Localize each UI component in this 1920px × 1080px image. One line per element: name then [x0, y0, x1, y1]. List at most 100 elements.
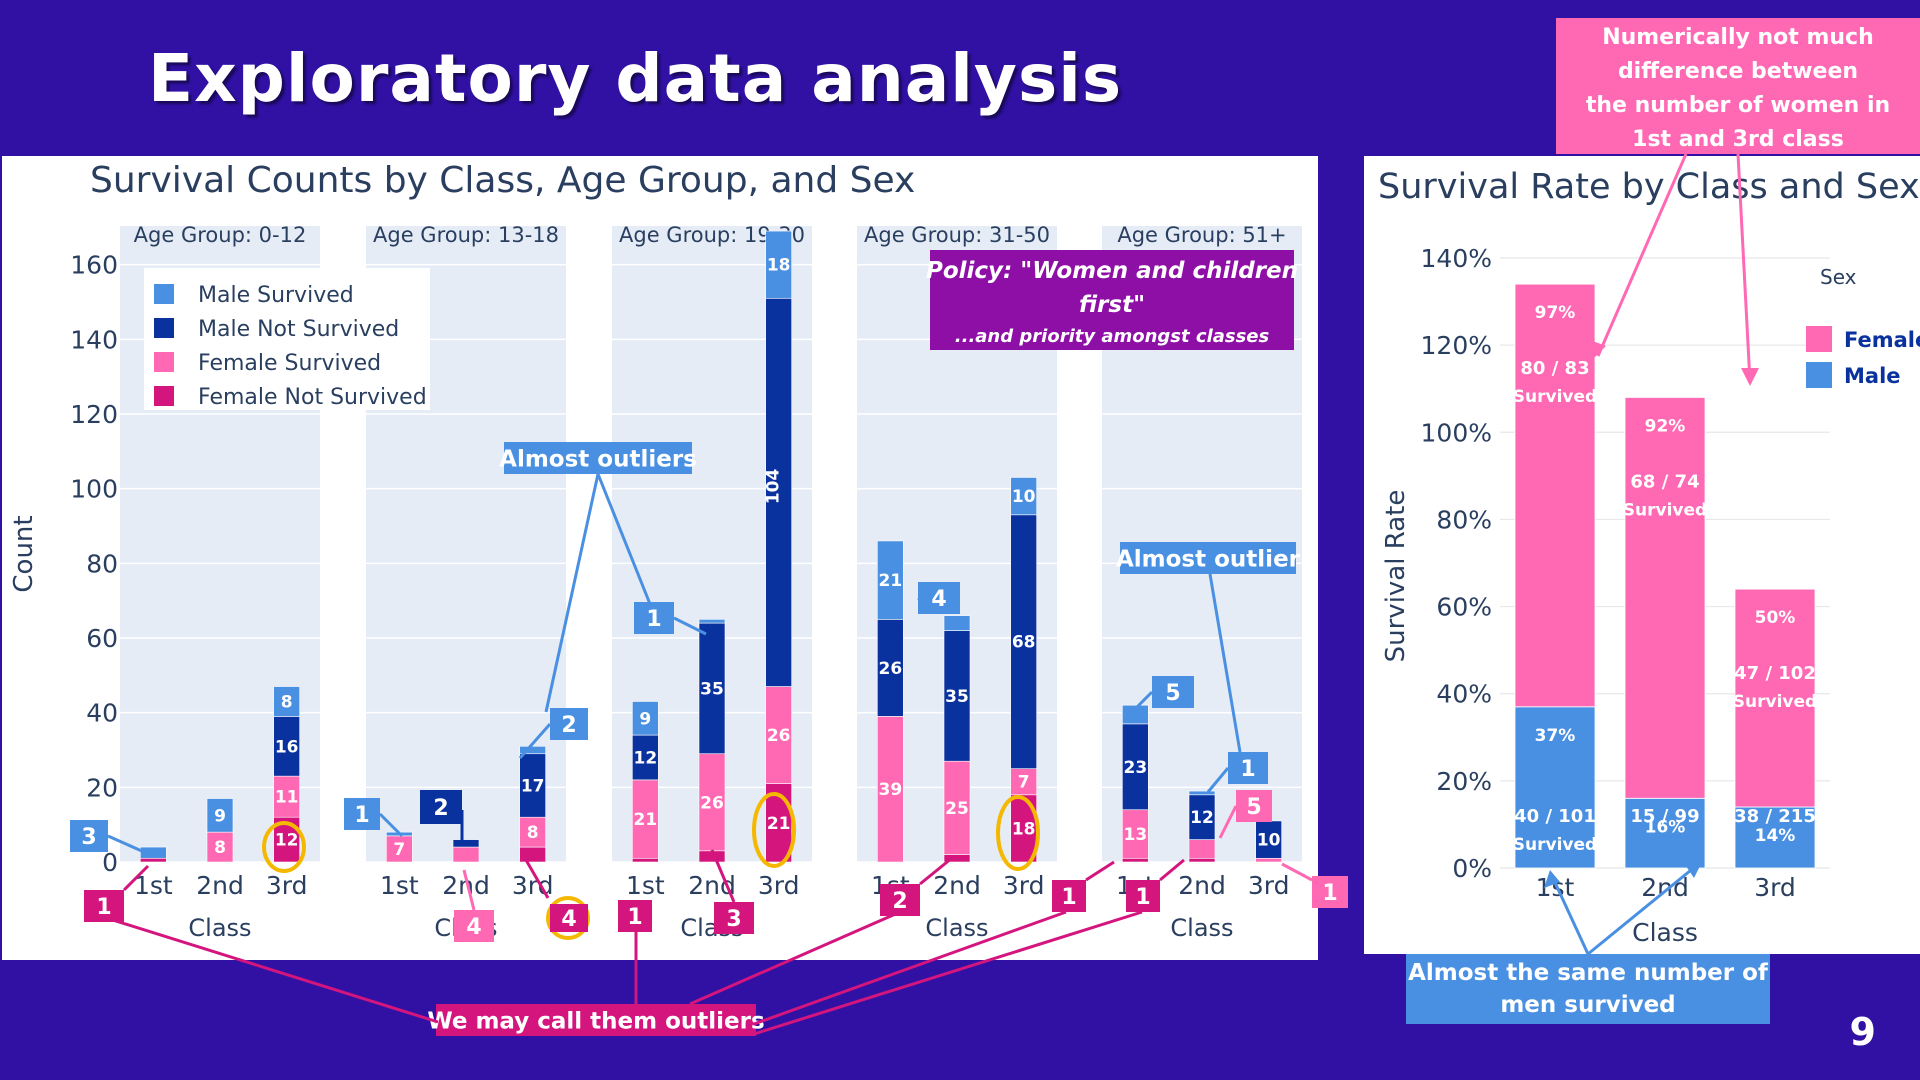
arrow-head	[1544, 870, 1560, 888]
bar-label-count: 68 / 74	[1630, 471, 1699, 492]
leader-line	[917, 596, 941, 614]
callout-text: 2	[433, 796, 448, 821]
callout-box	[344, 798, 380, 830]
bar-label-pct: 16%	[1645, 817, 1686, 837]
facet-title: Age Group: 13-18	[373, 223, 559, 247]
callout-text: 1	[1240, 757, 1255, 782]
bar-female	[1514, 283, 1596, 708]
policy-text: first"	[1079, 292, 1145, 318]
bar-label-survived: Survived	[1623, 500, 1707, 520]
y-tick-label: 40%	[1436, 680, 1492, 709]
leader-line	[99, 914, 439, 1024]
slide-title: Exploratory data analysis	[148, 40, 1123, 117]
x-tick-label: 2nd	[933, 871, 981, 900]
callout-box	[1052, 880, 1086, 912]
bar-label-count: 47 / 102	[1734, 663, 1816, 684]
x-axis-label: Class	[188, 914, 251, 942]
bar-label-pct: 50%	[1755, 608, 1796, 628]
callout-text: 4	[466, 915, 481, 940]
leader-line	[1085, 860, 1115, 882]
bar-segment	[519, 816, 546, 848]
x-tick-label: 2nd	[196, 871, 244, 900]
leader-line	[518, 723, 552, 759]
bar-label: 12	[275, 831, 299, 851]
bar-segment	[386, 835, 413, 863]
legend-label: Female Not Survived	[198, 385, 427, 410]
y-tick-label: 0%	[1452, 854, 1492, 883]
survival-rate-chart: Survival Rate by Class and Sex Survival R…	[1378, 167, 1920, 947]
chart-title: Survival Counts by Class, Age Group, and…	[90, 160, 915, 201]
callout-box	[918, 582, 960, 614]
callout-text: 3	[726, 907, 741, 932]
policy-text: Policy: "Women and children	[926, 258, 1298, 284]
bar-segment	[206, 831, 234, 863]
bar-segment	[943, 630, 971, 762]
callout-box	[84, 890, 124, 922]
bar-segment	[877, 716, 904, 863]
callout-text: 5	[1246, 795, 1261, 820]
bar-segment	[765, 686, 792, 784]
bar-segment	[1188, 794, 1216, 840]
bar-female	[1734, 588, 1816, 808]
legend: Male Survived Male Not Survived Female Sur…	[144, 268, 430, 410]
leader-line	[107, 834, 145, 854]
bar-label-survived: Survived	[1733, 692, 1817, 712]
men-note-text: men survived	[1500, 992, 1675, 1018]
callout-text: 3	[81, 825, 96, 850]
bar-segment	[452, 839, 480, 848]
y-axis-label: Count	[9, 515, 39, 592]
arrow-head	[1590, 340, 1606, 360]
women-note-text: Numerically not much	[1602, 25, 1874, 50]
men-note-text: Almost the same number of	[1408, 960, 1769, 986]
women-note-box	[1556, 18, 1920, 154]
leader-line	[122, 864, 150, 892]
bar-label: 13	[1123, 825, 1147, 845]
bar-label: 25	[945, 799, 969, 819]
callout-text: 1	[627, 905, 642, 930]
y-tick-label: 140	[70, 325, 118, 354]
callout-box	[618, 900, 652, 932]
bar-label-survived: Survived	[1513, 835, 1597, 855]
legend-swatch	[154, 386, 174, 406]
y-tick-label: 160	[70, 251, 118, 280]
bar-male	[1624, 797, 1706, 869]
callout-box	[70, 820, 108, 852]
bar-male	[1734, 806, 1816, 869]
callout-text: 4	[561, 907, 576, 932]
bar-segment	[519, 745, 546, 755]
bar-label: 35	[700, 679, 724, 699]
x-tick-label: 2nd	[1178, 871, 1226, 900]
y-tick-label: 60%	[1436, 593, 1492, 622]
bar-segment	[698, 753, 726, 852]
legend-swatch	[1806, 362, 1832, 388]
callout-box	[454, 910, 494, 942]
leader-line	[673, 616, 707, 636]
y-tick-label: 140%	[1421, 244, 1492, 273]
bar-female	[1624, 397, 1706, 799]
bar-label: 8	[527, 823, 539, 843]
y-tick-label: 100%	[1421, 418, 1492, 447]
almost-outlier-text: Almost outlier	[1116, 546, 1301, 572]
bar-label: 26	[878, 659, 902, 679]
bar-segment	[632, 779, 659, 859]
x-tick-label: 1st	[380, 871, 419, 900]
leader-line	[524, 859, 550, 899]
bar-label: 18	[767, 256, 791, 276]
arrow-head	[1741, 368, 1759, 386]
leader-line	[1218, 805, 1238, 839]
bar-label: 16	[275, 737, 299, 757]
callout-box	[1126, 880, 1160, 912]
callout-box	[634, 602, 674, 634]
men-arrow	[1587, 864, 1697, 956]
bar-label: 21	[878, 571, 902, 591]
bar-label: 8	[214, 838, 226, 858]
bar-segment	[206, 798, 234, 833]
bar-segment	[765, 297, 792, 687]
x-axis-label: Class	[1170, 914, 1233, 942]
policy-text: ...and priority amongst classes	[955, 326, 1270, 347]
highlight-ring	[752, 792, 796, 868]
callout-box	[1236, 790, 1272, 822]
leader-line	[1159, 858, 1185, 882]
